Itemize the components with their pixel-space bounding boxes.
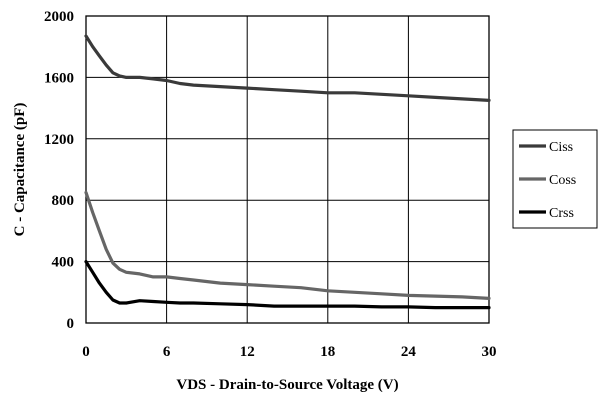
y-tick-label: 2000	[44, 9, 74, 25]
x-tick-label: 30	[482, 344, 497, 360]
y-tick-label: 800	[52, 193, 75, 209]
x-tick-label: 24	[401, 344, 417, 360]
y-tick-label: 400	[52, 255, 75, 271]
x-axis-title: VDS - Drain-to-Source Voltage (V)	[176, 377, 398, 393]
y-tick-label: 0	[67, 316, 75, 332]
x-axis-ticks: 0 6 12 18 24 30	[82, 344, 496, 360]
legend: Ciss Coss Crss	[512, 129, 598, 229]
y-tick-label: 1600	[44, 70, 74, 86]
y-axis-title: C - Capacitance (pF)	[12, 103, 28, 237]
y-axis-ticks: 0 400 800 1200 1600 2000	[44, 9, 74, 332]
series-lines	[84, 34, 491, 310]
grid	[86, 16, 489, 323]
legend-label-coss: Coss	[549, 173, 576, 188]
legend-items: Ciss Coss Crss	[519, 140, 576, 221]
plot-area-frame	[85, 15, 490, 324]
series-line-crss	[84, 260, 491, 310]
x-tick-label: 18	[320, 344, 335, 360]
legend-label-crss: Crss	[549, 206, 574, 221]
series-line-coss	[84, 190, 491, 300]
series-line-ciss	[84, 34, 491, 103]
x-tick-label: 6	[163, 344, 171, 360]
x-tick-label: 12	[240, 344, 255, 360]
x-tick-label: 0	[82, 344, 90, 360]
legend-label-ciss: Ciss	[549, 140, 573, 155]
y-tick-label: 1200	[44, 132, 74, 148]
